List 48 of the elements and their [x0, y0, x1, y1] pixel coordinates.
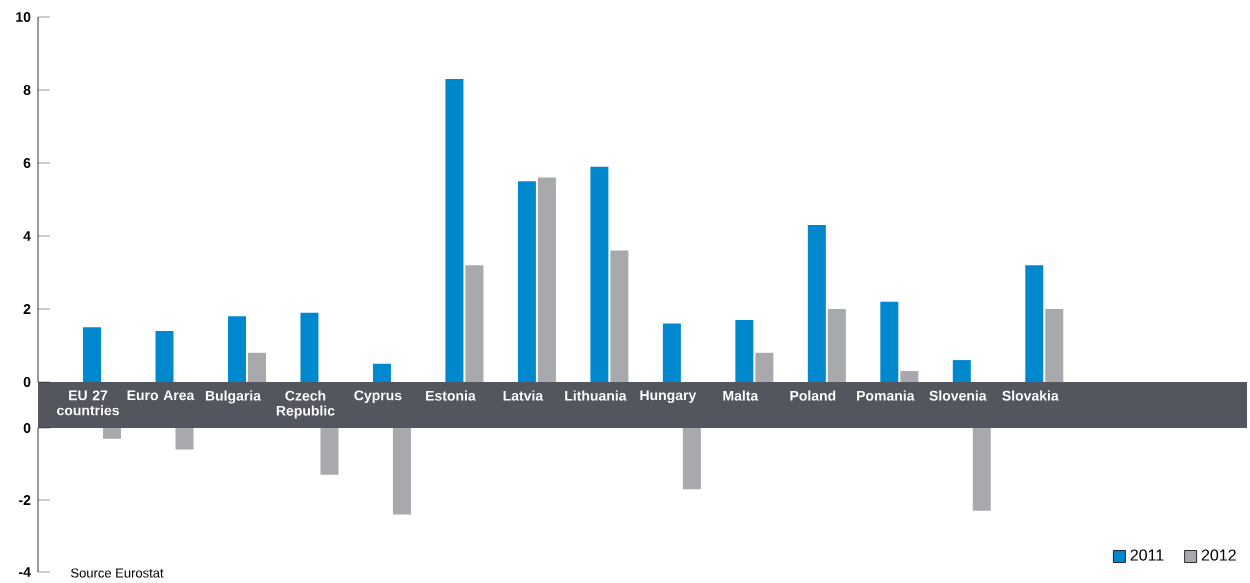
- legend-label: 2011: [1130, 549, 1164, 561]
- y-tick-label: -2: [19, 494, 31, 505]
- x-tick-label: Malta: [723, 390, 759, 401]
- y-tick-label: 8: [23, 84, 31, 95]
- bar: [155, 330, 174, 382]
- bar: [590, 166, 609, 382]
- y-tick-label: 0: [23, 376, 31, 387]
- x-tick-label: EU 27 countries: [57, 390, 119, 416]
- bar: [900, 370, 919, 382]
- bar: [1045, 308, 1064, 382]
- legend-label: 2012: [1201, 549, 1236, 561]
- bar: [83, 327, 102, 382]
- bar: [735, 319, 754, 382]
- x-tick-label: Cyprus: [354, 390, 402, 403]
- y-tick-label: -4: [19, 566, 31, 577]
- y-tick-label: 6: [23, 157, 31, 168]
- x-tick-label: Lithuania: [565, 390, 627, 401]
- annotation: Source Eurostat: [71, 568, 164, 578]
- bar: [662, 323, 681, 382]
- bar: [300, 312, 319, 382]
- x-tick-label: Pomania: [857, 390, 915, 401]
- bar: [537, 177, 556, 382]
- bar: [1025, 264, 1044, 382]
- x-tick-label: Euro Area: [127, 390, 195, 400]
- bar: [517, 181, 536, 382]
- bar: [247, 352, 266, 382]
- x-tick-label: Bulgaria: [205, 390, 262, 404]
- x-tick-label: Estonia: [426, 390, 476, 401]
- y-tick-label: 0: [23, 422, 31, 433]
- bar: [755, 352, 774, 382]
- bar: [610, 250, 629, 382]
- x-tick-label: Latvia: [503, 390, 544, 401]
- bar: [372, 363, 391, 382]
- x-tick-label: Czech Republic: [276, 390, 335, 419]
- y-tick-label: 10: [16, 11, 31, 22]
- bar: [952, 359, 971, 382]
- y-tick-label: 4: [23, 230, 31, 241]
- bar: [880, 301, 899, 382]
- x-tick-label: Hungary: [640, 390, 697, 403]
- bar: [465, 264, 484, 382]
- x-tick-label: Poland: [790, 390, 836, 401]
- x-tick-label: Slovenia: [929, 390, 987, 401]
- bar: [227, 316, 246, 382]
- bar: [445, 78, 464, 382]
- bar: [827, 308, 846, 382]
- x-tick-label: Slovakia: [1002, 390, 1059, 401]
- bar: [807, 224, 826, 382]
- y-tick-label: 2: [23, 303, 31, 314]
